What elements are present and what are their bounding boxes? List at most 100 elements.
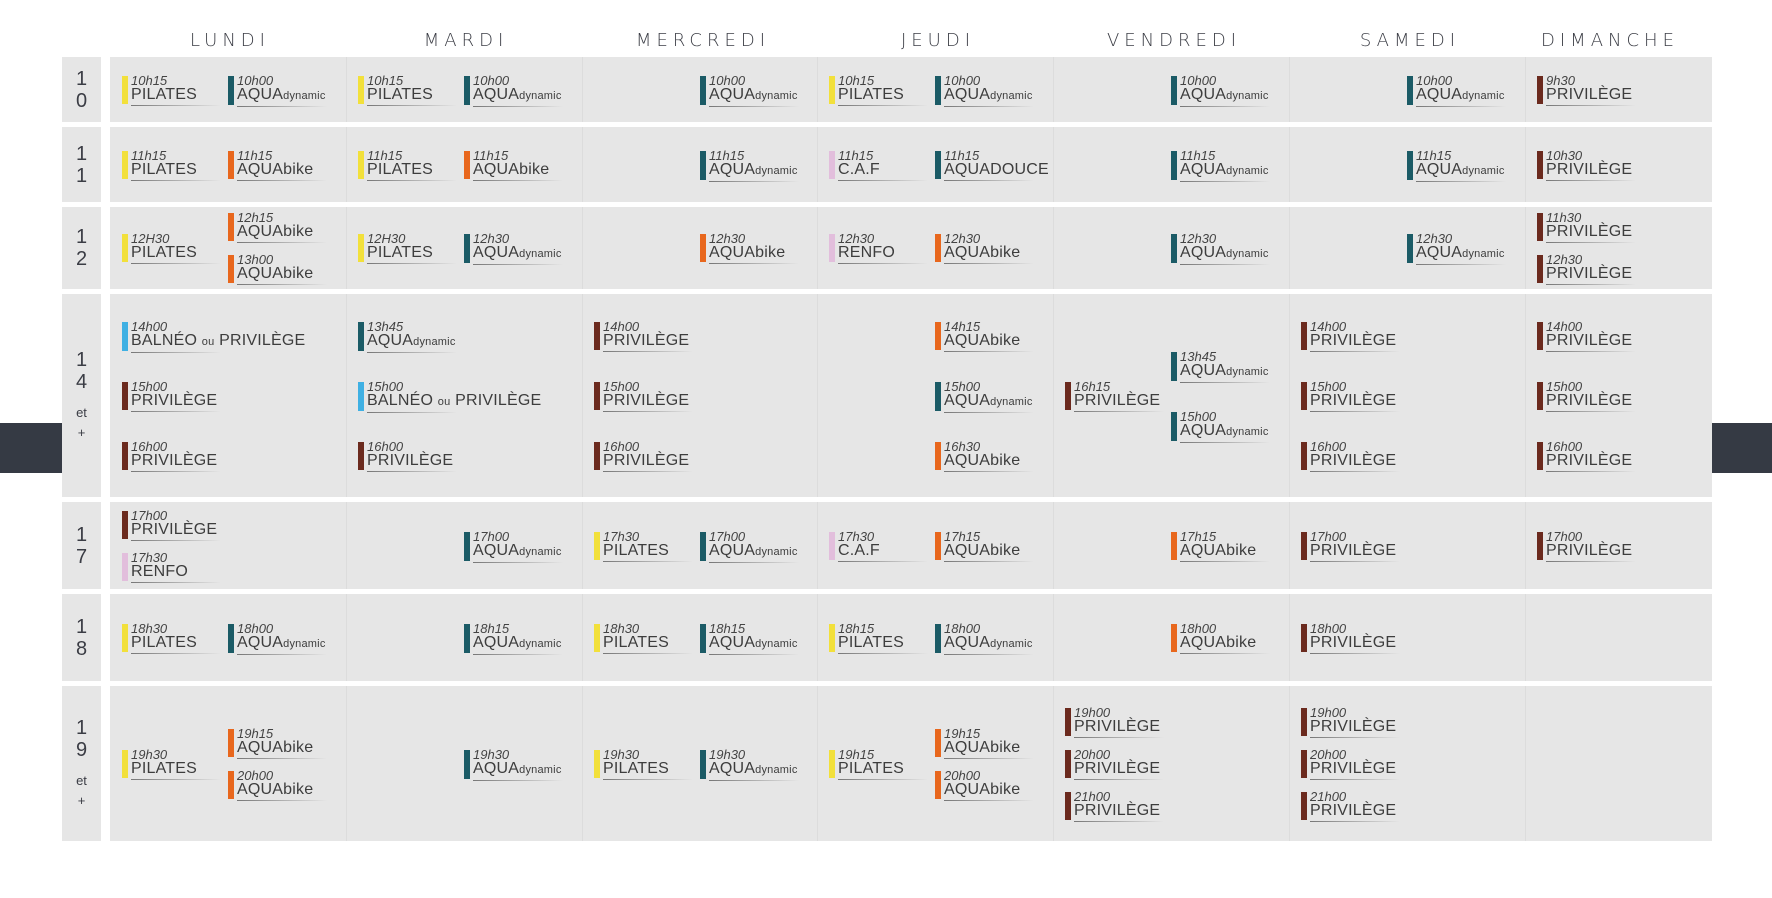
class-entry-aquabike[interactable]: 12h30 AQUAbike: [935, 232, 1034, 264]
class-entry-privilege[interactable]: 15h00 PRIVILÈGE: [1301, 380, 1400, 412]
class-color-marker: [228, 770, 234, 799]
class-entry-aquadynamic[interactable]: 11h15 AQUAdynamic: [700, 149, 799, 182]
class-entry-aquadynamic[interactable]: 19h30 AQUAdynamic: [464, 748, 563, 781]
class-entry-aquabike[interactable]: 20h00 AQUAbike: [935, 769, 1034, 801]
class-entry-privilege[interactable]: 21h00 PRIVILÈGE: [1065, 790, 1164, 822]
class-entry-privilege[interactable]: 16h00 PRIVILÈGE: [1537, 440, 1636, 472]
class-entry-privilege[interactable]: 16h00 PRIVILÈGE: [358, 440, 457, 472]
class-entry-privilege[interactable]: 15h00 PRIVILÈGE: [1537, 380, 1636, 412]
class-name: AQUAdynamic: [473, 245, 563, 262]
class-entry-aquabike[interactable]: 18h00 AQUAbike: [1171, 622, 1270, 654]
class-entry-aquadynamic[interactable]: 10h00 AQUAdynamic: [935, 74, 1034, 107]
class-entry-aquabike[interactable]: 11h15 AQUAbike: [228, 149, 327, 181]
class-entry-aquadynamic[interactable]: 18h15 AQUAdynamic: [464, 622, 563, 655]
class-entry-pilates[interactable]: 19h15 PILATES: [829, 748, 928, 780]
class-time: 13h00: [237, 252, 274, 267]
class-entry-aquabike[interactable]: 16h30 AQUAbike: [935, 440, 1034, 472]
class-entry-aquadynamic[interactable]: 10h00 AQUAdynamic: [228, 74, 327, 107]
class-underline: [603, 410, 693, 412]
class-entry-pilates[interactable]: 10h15 PILATES: [122, 74, 221, 106]
class-entry-aquadynamic[interactable]: 13h45 AQUAdynamic: [1171, 350, 1270, 383]
class-entry-aquadynamic[interactable]: 19h30 AQUAdynamic: [700, 748, 799, 781]
class-underline: [709, 653, 799, 655]
class-entry-aquadouce[interactable]: 11h15 AQUADOUCE: [935, 149, 1049, 181]
class-entry-pilates[interactable]: 18h15 PILATES: [829, 622, 928, 654]
class-entry-renfo[interactable]: 12h30 RENFO: [829, 232, 928, 264]
class-entry-aquadynamic[interactable]: 10h00 AQUAdynamic: [700, 74, 799, 107]
class-time: 17h30: [131, 549, 168, 565]
class-entry-privilege[interactable]: 16h15 PRIVILÈGE: [1065, 380, 1164, 412]
class-entry-pilates[interactable]: 12H30 PILATES: [358, 232, 457, 264]
class-entry-aquadynamic[interactable]: 18h00 AQUAdynamic: [935, 622, 1034, 655]
class-entry-pilates[interactable]: 19h30 PILATES: [122, 748, 221, 780]
class-entry-aquabike[interactable]: 12h30 AQUAbike: [700, 232, 799, 264]
class-entry-pilates[interactable]: 11h15 PILATES: [358, 149, 457, 181]
class-entry-balneo[interactable]: 14h00 BALNÉO ou PRIVILÈGE: [122, 320, 305, 353]
class-entry-privilege[interactable]: 11h30 PRIVILÈGE: [1537, 211, 1636, 243]
class-entry-aquadynamic[interactable]: 11h15 AQUAdynamic: [1171, 149, 1270, 182]
class-entry-caf[interactable]: 11h15 C.A.F: [829, 149, 928, 181]
class-entry-privilege[interactable]: 16h00 PRIVILÈGE: [594, 440, 693, 472]
class-entry-aquadynamic[interactable]: 17h00 AQUAdynamic: [700, 530, 799, 563]
class-time: 16h00: [367, 438, 404, 454]
class-entry-privilege[interactable]: 16h00 PRIVILÈGE: [122, 440, 221, 472]
time-band-row: [110, 594, 1712, 681]
class-entry-aquadynamic[interactable]: 15h00 AQUAdynamic: [935, 380, 1034, 413]
class-underline: [131, 470, 221, 472]
class-entry-aquadynamic[interactable]: 11h15 AQUAdynamic: [1407, 149, 1506, 182]
class-entry-aquabike[interactable]: 13h00 AQUAbike: [228, 253, 327, 285]
class-entry-aquabike[interactable]: 20h00 AQUAbike: [228, 769, 327, 801]
class-entry-aquabike[interactable]: 19h15 AQUAbike: [935, 727, 1034, 759]
class-time: 12h30: [709, 231, 746, 246]
class-color-marker: [1171, 351, 1177, 381]
class-entry-privilege[interactable]: 17h00 PRIVILÈGE: [122, 509, 221, 541]
class-entry-aquadynamic[interactable]: 10h00 AQUAdynamic: [1407, 74, 1506, 107]
class-entry-privilege[interactable]: 19h00 PRIVILÈGE: [1301, 706, 1400, 738]
class-entry-privilege[interactable]: 14h00 PRIVILÈGE: [594, 320, 693, 352]
class-entry-privilege[interactable]: 15h00 PRIVILÈGE: [594, 380, 693, 412]
class-entry-aquadynamic[interactable]: 15h00 AQUAdynamic: [1171, 410, 1270, 443]
class-entry-aquabike[interactable]: 19h15 AQUAbike: [228, 727, 327, 759]
class-entry-privilege[interactable]: 9h30 PRIVILÈGE: [1537, 74, 1636, 106]
class-entry-aquadynamic[interactable]: 12h30 AQUAdynamic: [464, 232, 563, 265]
class-entry-privilege[interactable]: 21h00 PRIVILÈGE: [1301, 790, 1400, 822]
class-entry-privilege[interactable]: 17h00 PRIVILÈGE: [1537, 530, 1636, 562]
class-entry-caf[interactable]: 17h30 C.A.F: [829, 530, 928, 562]
class-entry-aquadynamic[interactable]: 17h00 AQUAdynamic: [464, 530, 563, 563]
class-entry-privilege[interactable]: 20h00 PRIVILÈGE: [1065, 748, 1164, 780]
class-entry-aquadynamic[interactable]: 13h45 AQUAdynamic: [358, 320, 457, 353]
class-entry-aquabike[interactable]: 14h15 AQUAbike: [935, 320, 1034, 352]
class-entry-pilates[interactable]: 19h30 PILATES: [594, 748, 693, 780]
class-entry-aquabike[interactable]: 11h15 AQUAbike: [464, 149, 563, 181]
class-entry-privilege[interactable]: 19h00 PRIVILÈGE: [1065, 706, 1164, 738]
class-entry-aquabike[interactable]: 12h15 AQUAbike: [228, 211, 327, 243]
class-entry-privilege[interactable]: 18h00 PRIVILÈGE: [1301, 622, 1400, 654]
class-entry-pilates[interactable]: 17h30 PILATES: [594, 530, 693, 562]
class-entry-pilates[interactable]: 12H30 PILATES: [122, 232, 221, 264]
class-entry-renfo[interactable]: 17h30 RENFO: [122, 551, 221, 583]
class-name-alternative: PRIVILÈGE: [455, 391, 542, 409]
class-entry-privilege[interactable]: 12h30 PRIVILÈGE: [1537, 253, 1636, 285]
class-entry-pilates[interactable]: 10h15 PILATES: [358, 74, 457, 106]
class-entry-aquadynamic[interactable]: 12h30 AQUAdynamic: [1171, 232, 1270, 265]
class-entry-privilege[interactable]: 17h00 PRIVILÈGE: [1301, 530, 1400, 562]
class-entry-privilege[interactable]: 15h00 PRIVILÈGE: [122, 380, 221, 412]
class-entry-pilates[interactable]: 10h15 PILATES: [829, 74, 928, 106]
class-entry-privilege[interactable]: 16h00 PRIVILÈGE: [1301, 440, 1400, 472]
class-entry-pilates[interactable]: 18h30 PILATES: [594, 622, 693, 654]
class-entry-aquadynamic[interactable]: 10h00 AQUAdynamic: [464, 74, 563, 107]
class-entry-pilates[interactable]: 18h30 PILATES: [122, 622, 221, 654]
class-entry-balneo[interactable]: 15h00 BALNÉO ou PRIVILÈGE: [358, 380, 541, 413]
class-entry-aquadynamic[interactable]: 12h30 AQUAdynamic: [1407, 232, 1506, 265]
class-entry-privilege[interactable]: 14h00 PRIVILÈGE: [1301, 320, 1400, 352]
class-entry-aquadynamic[interactable]: 18h15 AQUAdynamic: [700, 622, 799, 655]
class-entry-aquadynamic[interactable]: 18h00 AQUAdynamic: [228, 622, 327, 655]
class-entry-privilege[interactable]: 14h00 PRIVILÈGE: [1537, 320, 1636, 352]
class-entry-aquadynamic[interactable]: 10h00 AQUAdynamic: [1171, 74, 1270, 107]
class-entry-privilege[interactable]: 20h00 PRIVILÈGE: [1301, 748, 1400, 780]
class-entry-pilates[interactable]: 11h15 PILATES: [122, 149, 221, 181]
class-entry-aquabike[interactable]: 17h15 AQUAbike: [935, 530, 1034, 562]
class-entry-privilege[interactable]: 10h30 PRIVILÈGE: [1537, 149, 1636, 181]
class-entry-aquabike[interactable]: 17h15 AQUAbike: [1171, 530, 1270, 562]
